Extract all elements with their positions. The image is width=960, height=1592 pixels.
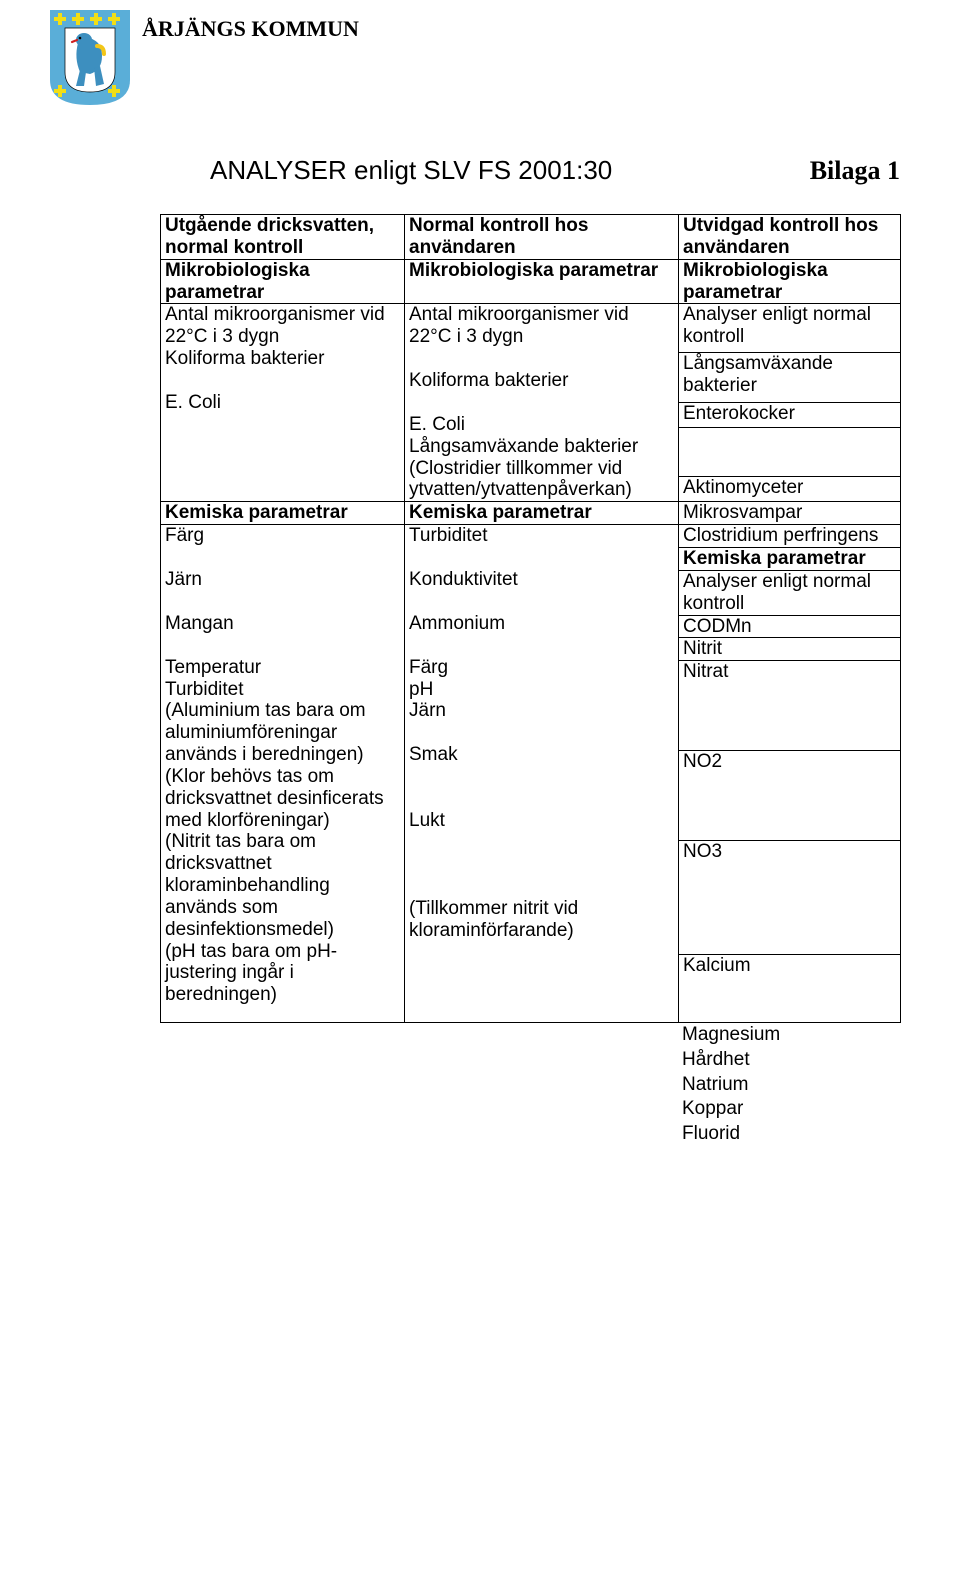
cell: Koliforma bakterier — [405, 370, 678, 392]
cell: Nitrit — [679, 638, 900, 660]
cell: (Aluminium tas bara om aluminiumförening… — [161, 700, 404, 766]
cell: Smak — [405, 744, 678, 766]
section-head: Mikrobiologiska parametrar — [679, 260, 900, 304]
cell: Mikrosvampar — [679, 502, 900, 524]
cell: Konduktivitet — [405, 569, 678, 591]
cell: Clostridium perfringens — [679, 525, 900, 547]
table-row: Färg Järn Mangan Temperatur Turbiditet (… — [161, 525, 901, 548]
page-header: ÅRJÄNGS KOMMUN — [50, 10, 910, 105]
cell: Ammonium — [405, 613, 678, 635]
cell: Färg — [405, 657, 678, 679]
list-item: Hårdhet — [682, 1048, 896, 1073]
list-item: Natrium — [682, 1073, 896, 1098]
document-title: ANALYSER enligt SLV FS 2001:30 — [210, 155, 612, 186]
cell: E. Coli — [405, 414, 678, 436]
section-head: Mikrobiologiska parametrar — [405, 260, 678, 282]
cell: Långsamväxande bakterier — [405, 436, 678, 458]
cell: (pH tas bara om pH-justering ingår i ber… — [161, 941, 404, 1007]
trailing-list: Magnesium Hårdhet Natrium Koppar Fluorid — [678, 1023, 900, 1146]
cell: Antal mikroorganismer vid 22°C i 3 dygn — [161, 304, 404, 348]
table-row: Mikrobiologiska parametrar Mikrobiologis… — [161, 259, 901, 304]
cell: Koliforma bakterier — [161, 348, 404, 370]
municipality-name: ÅRJÄNGS KOMMUN — [142, 16, 359, 42]
section-head: Kemiska parametrar — [405, 502, 678, 524]
list-item: Koppar — [682, 1097, 896, 1122]
cell: Järn — [161, 569, 404, 591]
cell: Nitrat — [679, 661, 900, 683]
attachment-label: Bilaga 1 — [810, 156, 900, 186]
cell: Temperatur — [161, 657, 404, 679]
cell: Lukt — [405, 810, 678, 832]
col-header: Utvidgad kontroll hos användaren — [679, 215, 900, 259]
cell: (Klor behövs tas om dricksvattnet desinf… — [161, 766, 404, 832]
col-header: Normal kontroll hos användaren — [405, 215, 678, 259]
title-row: ANALYSER enligt SLV FS 2001:30 Bilaga 1 — [50, 155, 910, 186]
cell: CODMn — [679, 616, 900, 638]
cell: E. Coli — [161, 392, 404, 414]
cell: Turbiditet — [161, 679, 404, 701]
cell: Antal mikroorganismer vid 22°C i 3 dygn — [405, 304, 678, 348]
cell: (Tillkommer nitrit vid kloraminförfarand… — [405, 898, 678, 942]
section-head: Kemiska parametrar — [679, 548, 900, 570]
table-row: Antal mikroorganismer vid 22°C i 3 dygn … — [161, 304, 901, 353]
analysis-table: Utgående dricksvatten, normal kontroll N… — [160, 214, 901, 1023]
list-item: Fluorid — [682, 1122, 896, 1147]
table-row: Utgående dricksvatten, normal kontroll N… — [161, 215, 901, 260]
cell: Kalcium — [679, 955, 900, 977]
municipal-crest-icon — [50, 10, 130, 105]
cell: Mangan — [161, 613, 404, 635]
cell: Enterokocker — [679, 403, 900, 425]
cell: Långsamväxande bakterier — [679, 353, 900, 397]
cell: Turbiditet — [405, 525, 678, 547]
cell: Järn — [405, 700, 678, 722]
cell: pH — [405, 679, 678, 701]
cell: Analyser enligt normal kontroll — [679, 304, 900, 348]
cell: (Clostridier tillkommer vid ytvatten/ytv… — [405, 458, 678, 502]
cell: Färg — [161, 525, 404, 547]
list-item: Magnesium — [682, 1023, 896, 1048]
section-head: Mikrobiologiska parametrar — [161, 260, 404, 304]
cell: (Nitrit tas bara om dricksvattnet kloram… — [161, 831, 404, 940]
cell: NO2 — [679, 751, 900, 773]
cell: Analyser enligt normal kontroll — [679, 571, 900, 615]
col-header: Utgående dricksvatten, normal kontroll — [161, 215, 404, 259]
cell: Aktinomyceter — [679, 477, 900, 499]
section-head: Kemiska parametrar — [161, 502, 404, 524]
cell: NO3 — [679, 841, 900, 863]
table-row: Kemiska parametrar Kemiska parametrar Mi… — [161, 502, 901, 525]
